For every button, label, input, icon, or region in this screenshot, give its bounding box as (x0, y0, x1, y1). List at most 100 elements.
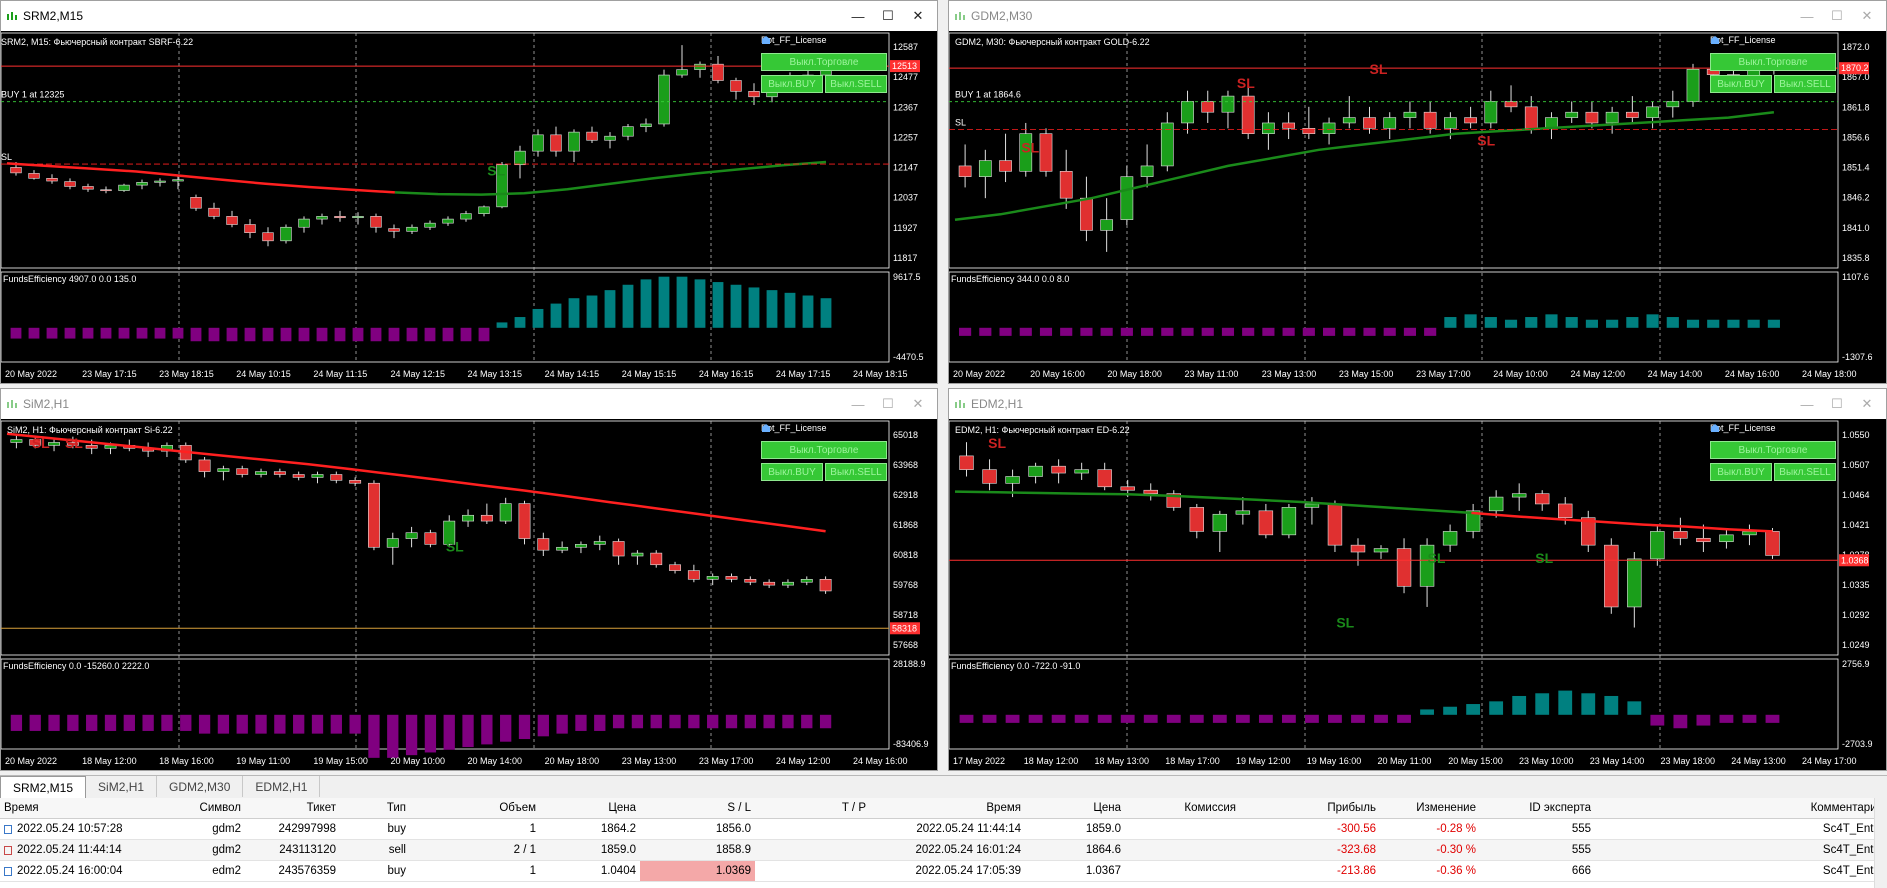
tab-edm2-h1[interactable]: EDM2,H1 (243, 776, 321, 797)
table-row[interactable]: 2022.05.24 10:57:28 gdm2 242997998 buy 1 1864… (0, 819, 1887, 840)
column-header[interactable]: ID эксперта (1529, 802, 1591, 814)
disable-buy-button[interactable]: Выкл.BUY (761, 463, 823, 481)
disable-trading-button[interactable]: Выкл.Торговле (761, 53, 887, 71)
histogram-bar (334, 327, 346, 342)
price-axis-label: 1.0335 (1842, 580, 1870, 590)
tab-sim2-h1[interactable]: SiM2,H1 (86, 776, 158, 797)
sl-line-label: SL (1, 152, 12, 162)
candle (1627, 552, 1642, 628)
table-row[interactable]: 2022.05.24 16:00:04 edm2 243576359 buy 1 1.04… (0, 861, 1887, 882)
close-button[interactable]: ✕ (912, 8, 924, 23)
price-chart[interactable]: SLSLSLSL1.05501.05071.04641.04211.03781.… (949, 419, 1886, 770)
tab-srm2-m15[interactable]: SRM2,M15 (0, 776, 87, 798)
histogram-bar (1028, 714, 1043, 723)
column-header[interactable]: Цена (608, 802, 636, 814)
candle (1302, 106, 1316, 140)
time-axis-label: 23 May 13:00 (622, 756, 677, 766)
close-button[interactable]: ✕ (1861, 8, 1873, 23)
histogram-bar (118, 327, 130, 339)
maximize-button[interactable]: ☐ (882, 8, 894, 23)
histogram-bar (226, 327, 238, 342)
histogram-bar (172, 327, 184, 339)
time-axis-label: 24 May 14:00 (1648, 369, 1703, 379)
maximize-button[interactable]: ☐ (882, 396, 894, 411)
price-chart[interactable]: BUY 1 at 1864.6 SL SL SL SL SL 1872.0 1867.0 186… (949, 31, 1886, 383)
column-header[interactable]: Комиссия (1184, 802, 1236, 814)
cell-expert-id: 555 (1571, 844, 1591, 856)
histogram-bar (1525, 317, 1538, 328)
candle (1504, 85, 1518, 113)
candle (640, 118, 652, 133)
window-titlebar[interactable]: SRM2,M15 — ☐ ✕ (1, 1, 937, 31)
sl-marker: SL (1370, 61, 1388, 77)
histogram-bar (784, 292, 796, 328)
disable-sell-button[interactable]: Выкл.SELL (825, 75, 887, 93)
disable-trading-button[interactable]: Выкл.Торговле (1710, 53, 1836, 71)
column-header[interactable]: S / L (727, 802, 751, 814)
window-titlebar[interactable]: GDM2,M30 — ☐ ✕ (949, 1, 1886, 31)
minimize-button[interactable]: — (1800, 8, 1814, 24)
chart-window-gdm2[interactable]: GDM2,M30 — ☐ ✕ BUY 1 at 1864.6 SL SL SL SL SL 1872… (948, 0, 1887, 384)
histogram-bar (1074, 714, 1089, 723)
column-header[interactable]: Тикет (306, 802, 336, 814)
chart-window-edm2[interactable]: EDM2,H1 — ☐ ✕ SL SL SL SL 1.0550 1.0507 1.0464 1.04… (948, 388, 1887, 771)
cell-volume: 1 (529, 823, 536, 835)
price-chart[interactable]: BUY 1 at 12325 SL SL 12587 12477 12367 12257 12… (1, 31, 937, 383)
disable-buy-button[interactable]: Выкл.BUY (1710, 75, 1772, 93)
histogram-bar (1051, 714, 1066, 723)
candle (1100, 198, 1114, 252)
disable-sell-button[interactable]: Выкл.SELL (1774, 75, 1836, 93)
minimize-button[interactable]: — (851, 8, 865, 24)
candle (1322, 117, 1336, 145)
disable-buy-button[interactable]: Выкл.BUY (761, 75, 823, 93)
histogram-bar (1322, 327, 1336, 336)
indicator-axis-max: 28188.9 (893, 659, 926, 669)
column-header[interactable]: Цена (1093, 802, 1121, 814)
histogram-bar (1212, 714, 1227, 723)
cell-close-price: 1.0367 (1085, 865, 1121, 877)
disable-trading-button[interactable]: Выкл.Торговле (761, 441, 887, 459)
window-titlebar[interactable]: EDM2,H1 — ☐ ✕ (949, 389, 1886, 419)
tab-gdm2-m30[interactable]: GDM2,M30 (157, 776, 244, 797)
column-header[interactable]: Время (4, 802, 39, 814)
histogram-bar (556, 714, 568, 734)
time-axis-label: 23 May 10:00 (1519, 756, 1574, 766)
disable-sell-button[interactable]: Выкл.SELL (825, 463, 887, 481)
column-header[interactable]: Время (986, 802, 1021, 814)
disable-buy-button[interactable]: Выкл.BUY (1710, 463, 1772, 481)
chart-window-sim2[interactable]: SiM2,H1 — ☐ ✕ SL SL SL 65018 63968 62918 61868 6081… (0, 388, 938, 771)
column-header[interactable]: Объем (499, 802, 536, 814)
indicator-axis-min: -4470.5 (893, 352, 924, 362)
chart-window-srm2[interactable]: SRM2,M15— ☐ ✕ BUY 1 at 12325 SL SL 12587 12477 1… (0, 0, 938, 384)
minimize-button[interactable]: — (1800, 396, 1814, 412)
cell-comment: Sc4T_Entry (1822, 844, 1883, 856)
column-header[interactable]: Прибыль (1327, 802, 1376, 814)
column-header[interactable]: Изменение (1416, 802, 1476, 814)
window-title: EDM2,H1 (971, 397, 1024, 411)
table-row[interactable]: 2022.05.24 11:44:14 gdm2 243113120 sell 2 / … (0, 840, 1887, 861)
time-axis-label: 20 May 18:00 (1107, 369, 1162, 379)
table-scrollbar[interactable] (1874, 798, 1887, 888)
minimize-button[interactable]: — (851, 396, 865, 412)
column-header[interactable]: T / P (841, 802, 866, 814)
candle (782, 579, 794, 589)
histogram-bar (1727, 319, 1740, 328)
price-chart[interactable]: SL SL SL 65018 63968 62918 61868 60818 59768 5871… (1, 419, 937, 770)
chart-canvas: BUY 1 at 1864.6 SL SL SL SL SL 1872.0 1867.0 186… (949, 32, 1873, 379)
candle (1281, 503, 1297, 539)
window-titlebar[interactable]: SiM2,H1 — ☐ ✕ (1, 389, 937, 419)
disable-trading-button[interactable]: Выкл.Торговле (1710, 441, 1836, 459)
cell-ticket: 243576359 (278, 865, 336, 877)
column-header[interactable]: Комментарий (1810, 802, 1883, 814)
chart-window-icon (953, 398, 965, 410)
disable-sell-button[interactable]: Выкл.SELL (1774, 463, 1836, 481)
column-header[interactable]: Тип (386, 802, 406, 814)
candle (1080, 176, 1093, 242)
maximize-button[interactable]: ☐ (1831, 396, 1843, 411)
column-header[interactable]: Символ (199, 802, 241, 814)
maximize-button[interactable]: ☐ (1831, 8, 1843, 23)
window-title: GDM2,M30 (971, 9, 1033, 23)
chart-tab-bar: SRM2,M15 SiM2,H1 GDM2,M30 EDM2,H1 (0, 775, 1887, 798)
close-button[interactable]: ✕ (912, 396, 924, 411)
close-button[interactable]: ✕ (1861, 396, 1873, 411)
